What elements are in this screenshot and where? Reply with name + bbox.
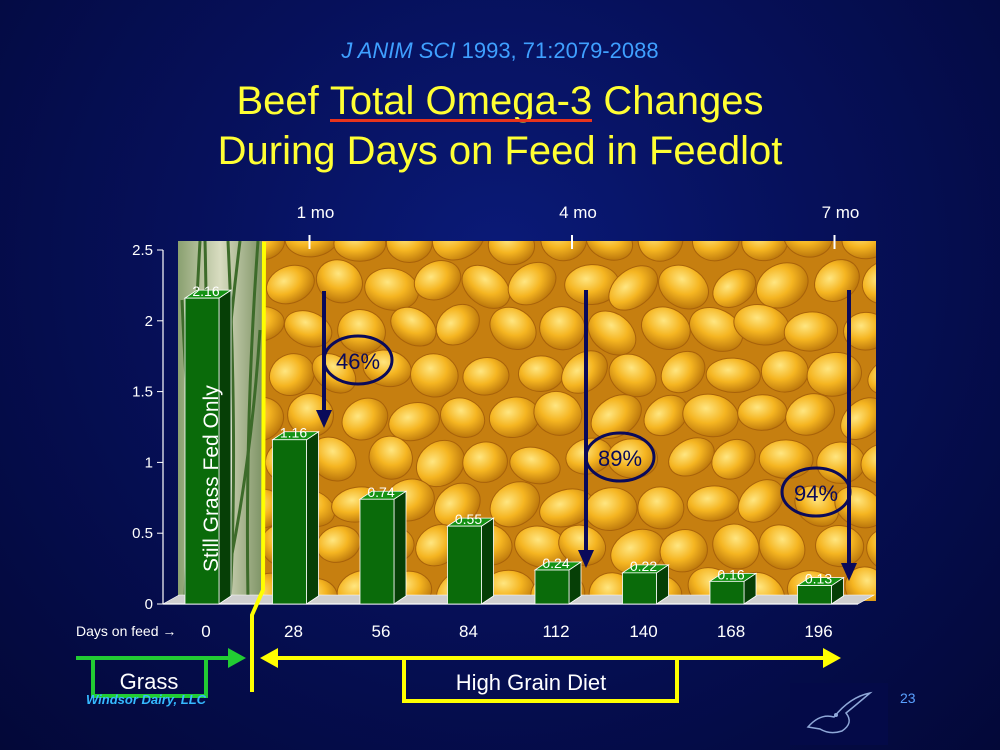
x-tick-labels: 0 28 56 84 112 140 168 196: [201, 622, 832, 641]
grass-bar-text: Still Grass Fed Only: [200, 385, 223, 572]
y-tick-label: 0: [145, 596, 153, 613]
y-tick-label: 2.5: [132, 242, 153, 259]
bar-value-label: 2.16: [192, 283, 219, 299]
x-tick-label: 28: [284, 622, 303, 641]
bar-value-label: 0.55: [455, 511, 482, 527]
bar-value-label: 0.74: [367, 484, 394, 500]
logo: [790, 683, 888, 745]
x-tick-label: 112: [542, 622, 569, 641]
bar: [708, 572, 758, 605]
bar: [183, 289, 233, 605]
y-axis: 0 0.5 1 1.5 2 2.5: [132, 242, 164, 613]
bar-value-label: 1.16: [280, 425, 307, 441]
footer-credit: Windsor Dairy, LLC: [86, 692, 207, 707]
reduction-arrows: [316, 290, 857, 581]
percent-label-89: 89%: [598, 446, 642, 471]
title-line-2: During Days on Feed in Feedlot: [217, 129, 783, 173]
grass-label: Grass: [120, 669, 179, 694]
grain-arrow: High Grain Diet: [260, 648, 841, 703]
y-tick-label: 0.5: [132, 525, 153, 542]
grass-grain-divider: [250, 241, 266, 692]
x-tick-label: 0: [201, 622, 210, 641]
grain-label: High Grain Diet: [456, 670, 606, 695]
bar: [271, 430, 320, 605]
y-tick-label: 1: [145, 454, 153, 471]
citation: J ANIM SCI 1993, 71:2079-2088: [0, 38, 1000, 64]
title-pre: Beef: [236, 79, 330, 123]
corn-photo: [262, 241, 876, 601]
y-tick-label: 1.5: [132, 384, 153, 401]
x-tick-label: 56: [372, 622, 391, 641]
days-on-feed-label: Days on feed →: [76, 623, 176, 639]
bar: [621, 564, 670, 605]
bar: [533, 561, 583, 605]
bar-value-label: 0.24: [542, 555, 569, 571]
month-marker-label: 7 mo: [822, 203, 860, 222]
y-tick-label: 2: [145, 313, 153, 330]
bars: 2.16 1.16 0.74 0.55 0.24 0.22 0.16 0.13: [183, 283, 845, 605]
grass-arrow: Grass: [76, 648, 246, 698]
x-axis: [161, 594, 876, 605]
citation-journal: J ANIM SCI: [341, 38, 456, 63]
bar-value-label: 0.13: [805, 571, 832, 587]
x-tick-label: 168: [717, 622, 745, 641]
citation-details: 1993, 71:2079-2088: [455, 38, 659, 63]
x-tick-label: 84: [459, 622, 478, 641]
bar: [796, 576, 845, 605]
month-marker-label: 1 mo: [297, 203, 335, 222]
title-highlight: Total Omega-3: [329, 76, 593, 126]
percent-label-94: 94%: [794, 481, 838, 506]
bar-value-label: 0.22: [630, 558, 657, 574]
slide-number: 23: [900, 690, 916, 706]
month-markers: 1 mo 4 mo 7 mo: [297, 203, 860, 249]
percent-label-46: 46%: [336, 349, 380, 374]
x-tick-label: 196: [804, 622, 832, 641]
month-marker-label: 4 mo: [559, 203, 597, 222]
bar: [358, 490, 408, 605]
bar: [446, 517, 495, 605]
title-post: Changes: [592, 79, 764, 123]
bar-value-label: 0.16: [717, 566, 744, 582]
percent-labels: 46% 89% 94%: [322, 334, 852, 518]
bird-logo-icon: [806, 691, 873, 734]
slide-title: Beef Total Omega-3 Changes During Days o…: [0, 76, 1000, 176]
title-line-1: Beef Total Omega-3 Changes: [0, 76, 1000, 126]
x-tick-label: 140: [629, 622, 657, 641]
